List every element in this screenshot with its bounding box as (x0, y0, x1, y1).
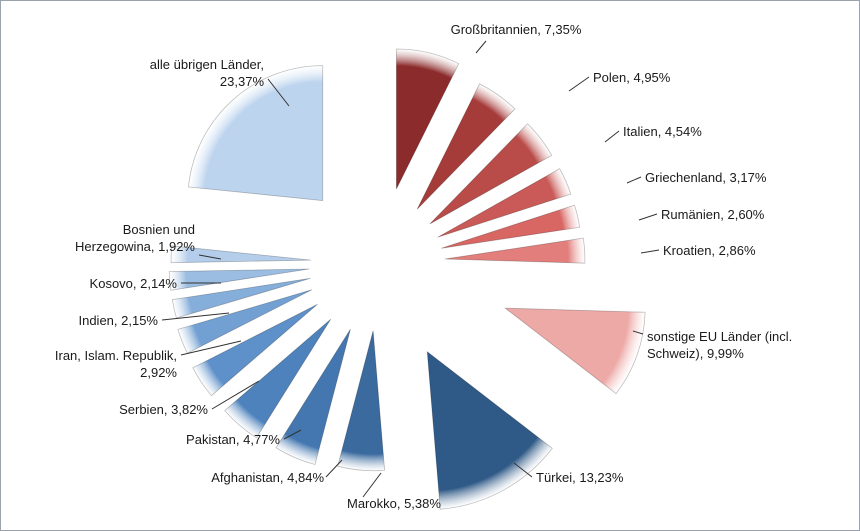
leader-line (513, 462, 533, 478)
leader-line (362, 472, 382, 498)
pie-slice (426, 350, 553, 510)
slice-labels: Großbritannien, 7,35% Polen, 4,95% Italien… (55, 22, 792, 511)
pie-slice (437, 168, 572, 238)
leader-line (198, 254, 222, 260)
pie-slice (441, 204, 581, 249)
pie-slice (337, 330, 386, 472)
leader-line (325, 459, 343, 478)
pie-slice (275, 328, 351, 466)
pie-slice (192, 303, 318, 397)
slice-label: Großbritannien, 7,35% (451, 22, 582, 37)
leader-line (604, 130, 620, 143)
slice-label: Rumänien, 2,60% (661, 207, 765, 222)
leader-line (161, 312, 230, 321)
slice-label: Türkei, 13,23% (536, 470, 624, 485)
slice-label: Polen, 4,95% (593, 70, 671, 85)
leader-line (211, 380, 260, 410)
leader-line (626, 176, 642, 184)
leader-lines (161, 40, 660, 498)
pie-slice (170, 245, 312, 264)
slice-label: Indien, 2,15% (78, 313, 158, 328)
slice-label: Kroatien, 2,86% (663, 243, 756, 258)
slice-label: Kosovo, 2,14% (90, 276, 178, 291)
pie-slice (444, 237, 586, 264)
leader-line (640, 249, 660, 254)
leader-line (180, 340, 242, 356)
slice-label: sonstige EU Länder (incl. Schweiz), 9,99% (647, 329, 792, 361)
pie-slice (416, 83, 516, 210)
pie-slice (187, 65, 324, 202)
slice-label: alle übrigen Länder, 23,37% (150, 57, 265, 89)
slice-label: Afghanistan, 4,84% (211, 470, 324, 485)
leader-line (283, 429, 302, 440)
pie-slice (395, 48, 460, 190)
slice-label: Griechenland, 3,17% (645, 170, 767, 185)
slice-label: Iran, Islam. Republik, 2,92% (55, 348, 178, 380)
pie-slice (224, 318, 332, 439)
leader-line (638, 213, 658, 221)
pie-slice (168, 268, 310, 291)
slice-label: Serbien, 3,82% (119, 402, 208, 417)
slice-label: Marokko, 5,38% (347, 496, 441, 511)
slice-label: Pakistan, 4,77% (186, 432, 280, 447)
leader-line (475, 40, 487, 54)
pie-slice (429, 123, 553, 225)
leader-line (568, 76, 590, 92)
pie-slices (168, 48, 646, 510)
leader-line (632, 330, 644, 335)
slice-label: Bosnien und Herzegowina, 1,92% (75, 222, 195, 254)
pie-slice (503, 307, 646, 395)
slice-label: Italien, 4,54% (623, 124, 702, 139)
leader-line (267, 78, 290, 107)
